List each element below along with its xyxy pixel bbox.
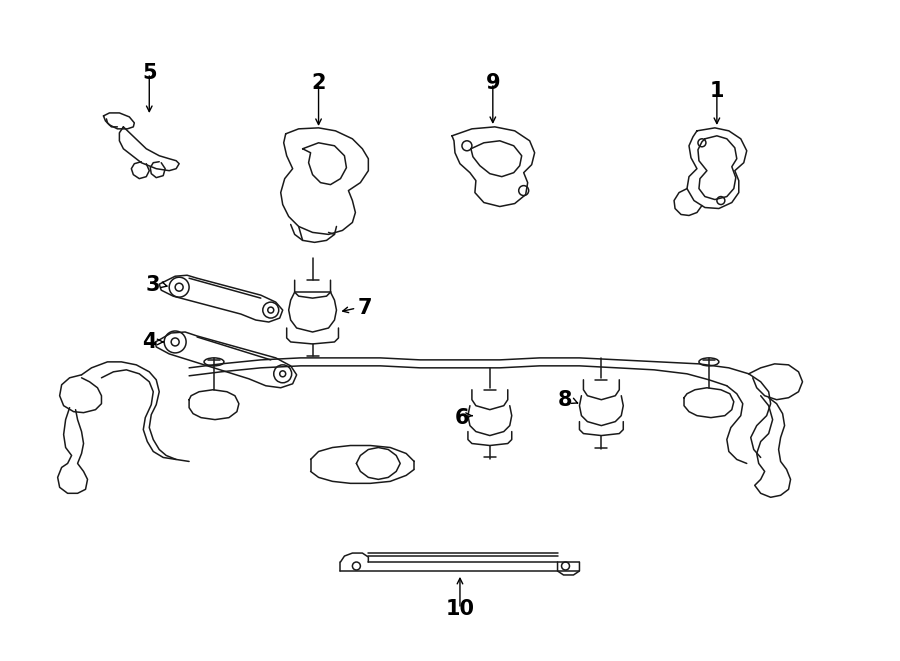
Text: 10: 10 (446, 599, 474, 619)
Text: 1: 1 (709, 81, 725, 101)
Text: 8: 8 (557, 390, 572, 410)
Text: 6: 6 (454, 408, 469, 428)
Text: 9: 9 (485, 73, 500, 93)
Text: 2: 2 (311, 73, 326, 93)
Text: 3: 3 (146, 275, 160, 295)
Text: 4: 4 (142, 332, 157, 352)
Text: 7: 7 (358, 298, 373, 318)
Text: 5: 5 (142, 63, 157, 83)
